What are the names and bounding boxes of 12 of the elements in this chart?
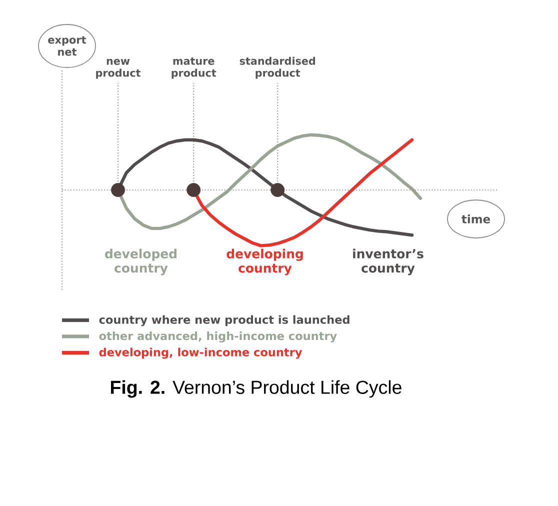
legend-label: country where new product is launched: [99, 315, 350, 326]
x-tick-label: new product: [96, 58, 141, 79]
text: Fig. 2. Vernon’s Product Life Cycle: [110, 380, 402, 398]
legend-label: other advanced, high-income country: [99, 331, 337, 342]
text: developing country: [226, 248, 303, 276]
x-tick-label: standardised product: [240, 56, 316, 79]
x-tick-label: mature product: [172, 57, 216, 79]
text: inventor’s country: [353, 248, 424, 276]
legend-label: developing, low-income country: [99, 348, 302, 359]
x-axis-title: time: [462, 214, 490, 224]
y-axis-title: export net: [48, 36, 86, 56]
text: developed country: [105, 248, 176, 276]
